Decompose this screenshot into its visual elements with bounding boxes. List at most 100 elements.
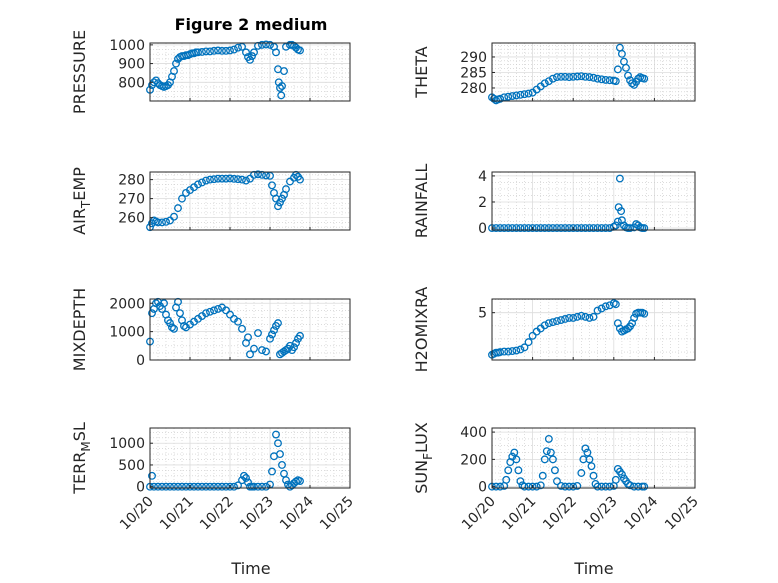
data-point: [178, 482, 186, 491]
y-tick-label: 0: [478, 221, 487, 237]
data-point: [640, 224, 649, 232]
data-point: [538, 471, 547, 480]
subplot-h2omixra: 5 H2OMIXRA: [412, 287, 696, 373]
data-point: [540, 79, 549, 88]
data-point: [516, 477, 525, 486]
data-point: [520, 482, 529, 491]
data-point: [583, 448, 592, 457]
data-point: [624, 324, 632, 333]
data-point: [162, 217, 170, 226]
y-tick-label: 1000: [109, 325, 145, 341]
data-point: [262, 482, 270, 491]
data-point: [565, 73, 574, 82]
axes-frame: [491, 298, 696, 361]
data-points: [146, 297, 304, 359]
grid: [492, 43, 695, 101]
x-tick-label: 10/25: [317, 494, 357, 534]
data-point: [254, 329, 262, 337]
y-tick-label: 1000: [109, 436, 145, 452]
data-point: [274, 439, 282, 448]
data-point: [614, 203, 623, 212]
data-point: [218, 46, 226, 55]
data-point: [589, 73, 598, 82]
data-point: [593, 306, 602, 315]
y-tick-label: 4: [478, 169, 487, 185]
data-point: [154, 218, 162, 227]
data-point: [557, 224, 565, 232]
data-point: [553, 317, 561, 326]
data-point: [565, 482, 574, 491]
data-point: [640, 309, 649, 318]
data-point: [296, 477, 304, 485]
data-point: [234, 43, 242, 52]
data-point: [577, 311, 586, 320]
data-point: [222, 46, 230, 55]
data-point: [182, 482, 190, 491]
data-point: [296, 331, 304, 340]
y-tick-label: 2: [478, 195, 487, 211]
y-axis-label-rest: SL: [70, 422, 89, 441]
y-tick-label: 200: [460, 452, 487, 468]
subplot-sun: 0 200 400 SUNFLUX 10/20 10/21 10/22 10/23 10/24 1…: [412, 422, 702, 533]
data-point: [288, 481, 296, 490]
data-point: [581, 444, 590, 453]
data-point: [148, 471, 156, 480]
data-point: [597, 224, 606, 232]
y-axis-label: TERRMSL: [70, 422, 93, 495]
data-point: [561, 315, 570, 323]
data-point: [280, 67, 288, 76]
data-point: [266, 171, 274, 180]
data-point: [230, 45, 238, 54]
x-tick-label: 10/22: [540, 494, 580, 534]
data-point: [611, 475, 620, 484]
data-point: [573, 482, 582, 490]
y-axis-label: H2OMIXRA: [412, 287, 431, 373]
data-point: [214, 174, 222, 183]
data-point: [544, 319, 553, 328]
x-tick-label: 10/24: [621, 493, 661, 533]
plot-area: [491, 298, 696, 361]
data-point: [202, 47, 210, 56]
data-point: [218, 174, 226, 183]
data-point: [190, 482, 198, 491]
data-point: [611, 221, 620, 230]
data-point: [540, 455, 549, 464]
data-point: [270, 326, 278, 335]
data-point: [206, 482, 214, 491]
data-point: [581, 312, 590, 321]
y-tick-label: 260: [118, 211, 145, 227]
data-point: [524, 482, 533, 491]
y-axis-label-main: H2OMIXRA: [412, 287, 431, 373]
data-point: [553, 224, 561, 232]
y-axis-label-main: TERR: [70, 452, 89, 495]
data-point: [496, 482, 505, 491]
data-point: [512, 346, 521, 355]
data-point: [512, 91, 521, 100]
data-point: [242, 48, 250, 57]
data-point: [617, 49, 626, 58]
data-point: [587, 462, 596, 471]
data-point: [230, 482, 238, 491]
y-axis-label-rest: EMP: [70, 167, 89, 201]
data-point: [640, 482, 649, 491]
data-point: [508, 92, 517, 100]
data-point: [206, 47, 214, 56]
data-point: [268, 467, 276, 476]
data-point: [597, 482, 606, 491]
data-point: [198, 48, 206, 56]
axes-frame: [491, 427, 696, 489]
data-point: [548, 455, 557, 464]
data-point: [262, 347, 270, 356]
data-point: [170, 67, 178, 76]
grid: [492, 299, 695, 360]
x-tick-label: 10/21: [500, 494, 540, 534]
subplot-mixdepth: 0 1000 2000 MIXDEPTH: [70, 288, 351, 371]
data-point: [512, 455, 521, 464]
data-point: [244, 333, 252, 342]
data-point: [168, 323, 176, 332]
data-point: [266, 40, 274, 49]
data-point: [601, 75, 610, 84]
data-points: [488, 174, 649, 232]
data-point: [258, 346, 266, 355]
data-point: [504, 466, 513, 475]
